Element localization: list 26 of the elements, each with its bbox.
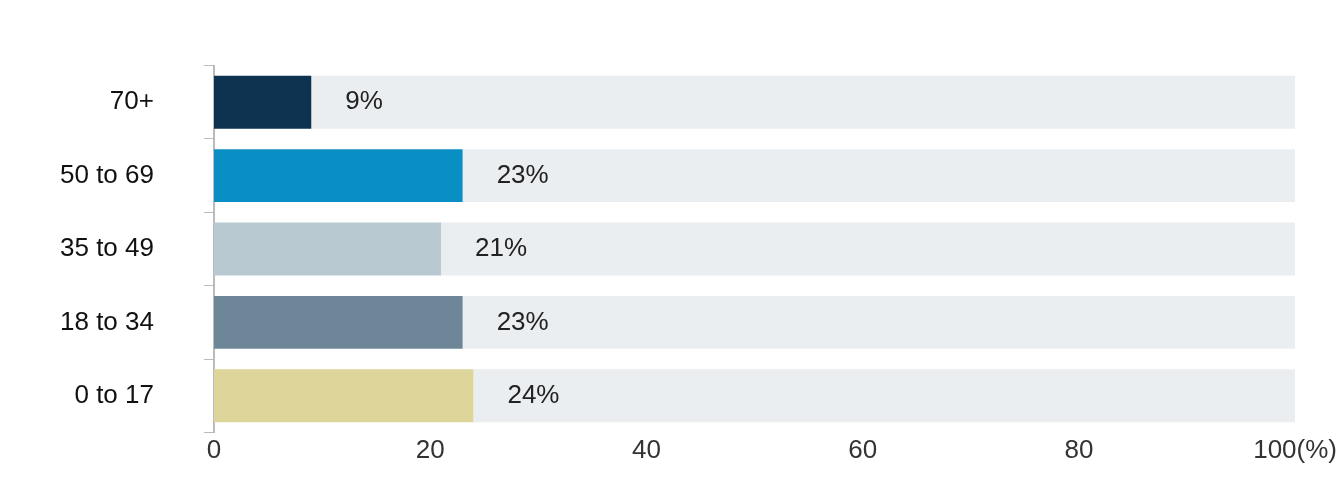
x-tick-label: 40 <box>631 434 661 465</box>
y-tick-label: 0 to 17 <box>74 378 154 409</box>
data-label: 23% <box>496 158 549 189</box>
bar <box>462 149 1296 203</box>
bar <box>213 75 312 129</box>
x-tick-label: 20 <box>415 434 445 465</box>
data-label: 9% <box>345 85 383 116</box>
bar <box>213 149 463 203</box>
bar <box>462 295 1296 349</box>
x-tick-label: 60 <box>848 434 878 465</box>
data-label: 23% <box>496 305 549 336</box>
y-tick-label: 50 to 69 <box>59 158 154 189</box>
y-tick-label: 70+ <box>109 85 154 116</box>
x-tick-label: 80 <box>1064 434 1094 465</box>
bar <box>213 222 442 276</box>
bar <box>213 369 474 423</box>
y-tick-label: 35 to 49 <box>59 232 154 263</box>
x-tick-label: 100(%) <box>1253 434 1338 465</box>
bar <box>441 222 1296 276</box>
bar <box>311 75 1296 129</box>
bar <box>213 295 463 349</box>
x-tick-label: 0 <box>206 434 222 465</box>
data-label: 21% <box>475 232 528 263</box>
bar <box>473 369 1296 423</box>
y-tick-label: 18 to 34 <box>59 305 154 336</box>
data-label: 24% <box>507 378 560 409</box>
